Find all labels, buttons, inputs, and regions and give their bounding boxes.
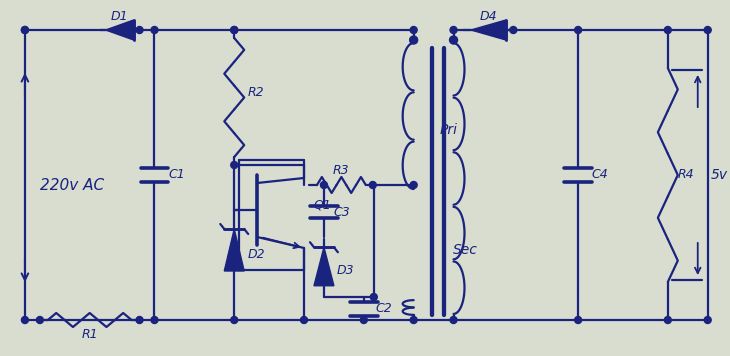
Polygon shape: [471, 20, 506, 40]
Text: R4: R4: [677, 168, 694, 182]
Circle shape: [450, 316, 457, 324]
Circle shape: [410, 182, 417, 188]
Circle shape: [575, 26, 582, 33]
Circle shape: [231, 162, 238, 168]
Circle shape: [369, 182, 376, 188]
Text: R1: R1: [82, 328, 98, 340]
Circle shape: [370, 293, 377, 300]
Polygon shape: [106, 20, 134, 40]
Circle shape: [704, 26, 711, 33]
Circle shape: [301, 316, 307, 324]
Circle shape: [151, 26, 158, 33]
Circle shape: [36, 316, 43, 324]
Circle shape: [510, 26, 517, 33]
Circle shape: [575, 316, 582, 324]
Text: Pri: Pri: [439, 123, 458, 137]
Circle shape: [231, 26, 238, 33]
Circle shape: [450, 36, 458, 44]
Circle shape: [151, 316, 158, 324]
Text: C3: C3: [334, 205, 350, 219]
Text: D3: D3: [337, 265, 355, 277]
Circle shape: [410, 26, 417, 33]
Circle shape: [450, 26, 457, 33]
Circle shape: [136, 26, 143, 33]
Text: C1: C1: [168, 168, 185, 182]
Text: 5v: 5v: [711, 168, 729, 182]
Circle shape: [664, 316, 672, 324]
Text: D2: D2: [247, 248, 265, 262]
Text: C4: C4: [592, 168, 608, 182]
Text: D4: D4: [480, 10, 497, 22]
Circle shape: [231, 316, 238, 324]
Circle shape: [136, 316, 143, 324]
Circle shape: [21, 316, 28, 324]
Polygon shape: [314, 247, 334, 286]
Circle shape: [320, 182, 328, 188]
Text: R2: R2: [248, 85, 264, 99]
Circle shape: [21, 26, 28, 33]
Text: 220v AC: 220v AC: [39, 178, 104, 193]
Circle shape: [231, 26, 238, 33]
Text: C2: C2: [375, 302, 392, 314]
Polygon shape: [224, 229, 245, 271]
Circle shape: [664, 26, 672, 33]
Circle shape: [21, 26, 28, 33]
Text: Sec: Sec: [453, 243, 478, 257]
Circle shape: [410, 316, 417, 324]
Circle shape: [704, 316, 711, 324]
Circle shape: [410, 36, 418, 44]
Text: R3: R3: [333, 164, 349, 178]
Text: Q1: Q1: [313, 199, 331, 211]
Circle shape: [361, 316, 367, 324]
Text: D1: D1: [111, 10, 128, 22]
